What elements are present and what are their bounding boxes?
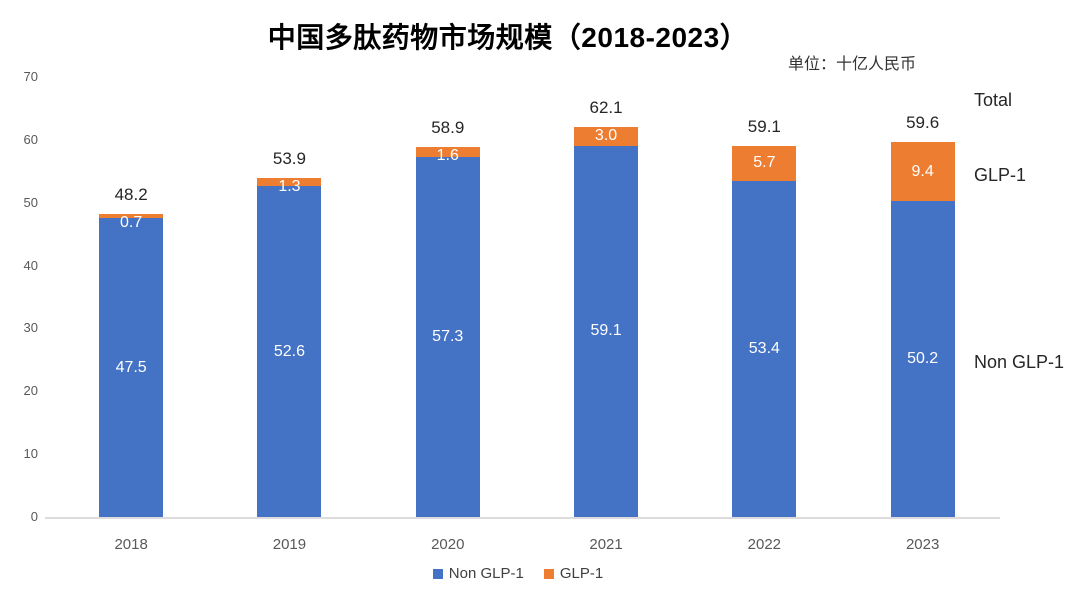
- value-label-glp1-2021: 3.0: [594, 127, 618, 145]
- bar-segment-glp1-2021: [574, 126, 639, 146]
- x-axis-label-2018: 2018: [114, 536, 148, 553]
- legend-label: GLP-1: [559, 565, 604, 582]
- annotation-glp-1: GLP-1: [974, 165, 1027, 185]
- legend-swatch-icon: [432, 569, 443, 579]
- y-axis-tick-10: 10: [23, 446, 38, 462]
- bar-segment-non-glp1-2020: [415, 156, 480, 517]
- bar-segment-glp1-2020: [415, 146, 480, 157]
- value-label-glp1-2022: 5.7: [753, 154, 776, 172]
- total-label-2020: 58.9: [431, 117, 465, 137]
- bar-segment-non-glp1-2021: [574, 145, 639, 517]
- value-label-non-glp1-2022: 53.4: [748, 340, 780, 358]
- value-label-non-glp1-2018: 47.5: [115, 358, 147, 376]
- bar-segment-glp1-2019: [257, 178, 322, 187]
- x-axis-line: [45, 517, 1000, 519]
- y-axis-tick-0: 0: [30, 509, 38, 524]
- annotation-non-glp-1: Non GLP-1: [974, 352, 1065, 372]
- legend-swatch-icon: [543, 569, 554, 579]
- chart-title: 中国多肽药物市场规模（2018-2023）: [267, 22, 749, 53]
- total-label-2018: 48.2: [114, 185, 148, 205]
- annotation-total: Total: [974, 90, 1013, 110]
- y-axis-tick-20: 20: [23, 383, 38, 399]
- value-label-non-glp1-2023: 50.2: [907, 350, 939, 368]
- value-label-non-glp1-2020: 57.3: [432, 327, 464, 345]
- value-label-non-glp1-2019: 52.6: [273, 342, 305, 360]
- bar-segment-glp1-2022: [732, 145, 797, 182]
- bar-segment-non-glp1-2022: [732, 181, 797, 517]
- y-axis-tick-40: 40: [23, 257, 38, 273]
- legend-item-glp-1: GLP-1: [543, 565, 604, 582]
- x-axis-label-2022: 2022: [747, 536, 782, 553]
- legend-item-non-glp-1: Non GLP-1: [432, 565, 524, 582]
- value-label-glp1-2023: 9.4: [911, 162, 934, 180]
- bar-segment-non-glp1-2023: [890, 201, 955, 517]
- y-axis-tick-60: 60: [23, 131, 38, 147]
- total-label-2023: 59.6: [906, 113, 940, 133]
- value-label-glp1-2020: 1.6: [436, 146, 459, 164]
- total-label-2019: 53.9: [272, 149, 306, 169]
- legend-label: Non GLP-1: [448, 565, 524, 582]
- x-axis-label-2019: 2019: [272, 536, 307, 553]
- y-axis-tick-30: 30: [23, 320, 38, 336]
- total-label-2021: 62.1: [589, 97, 623, 117]
- bar-segment-non-glp1-2018: [99, 218, 164, 517]
- x-axis-label-2020: 2020: [431, 536, 465, 553]
- bar-segment-glp1-2018: [99, 214, 164, 219]
- value-label-glp1-2018: 0.7: [120, 214, 143, 232]
- x-axis-label-2021: 2021: [589, 536, 623, 553]
- total-label-2022: 59.1: [747, 116, 781, 136]
- value-label-non-glp1-2021: 59.1: [590, 322, 622, 340]
- y-axis-tick-50: 50: [23, 194, 38, 210]
- x-axis-label-2023: 2023: [905, 536, 940, 553]
- y-axis-tick-70: 70: [23, 69, 38, 84]
- bar-segment-glp1-2023: [890, 142, 955, 202]
- legend: Non GLP-1 GLP-1: [0, 566, 1036, 582]
- bar-segment-non-glp1-2019: [257, 186, 322, 517]
- value-label-glp1-2019: 1.3: [278, 178, 301, 196]
- unit-label: 单位：十亿人民币: [788, 56, 917, 73]
